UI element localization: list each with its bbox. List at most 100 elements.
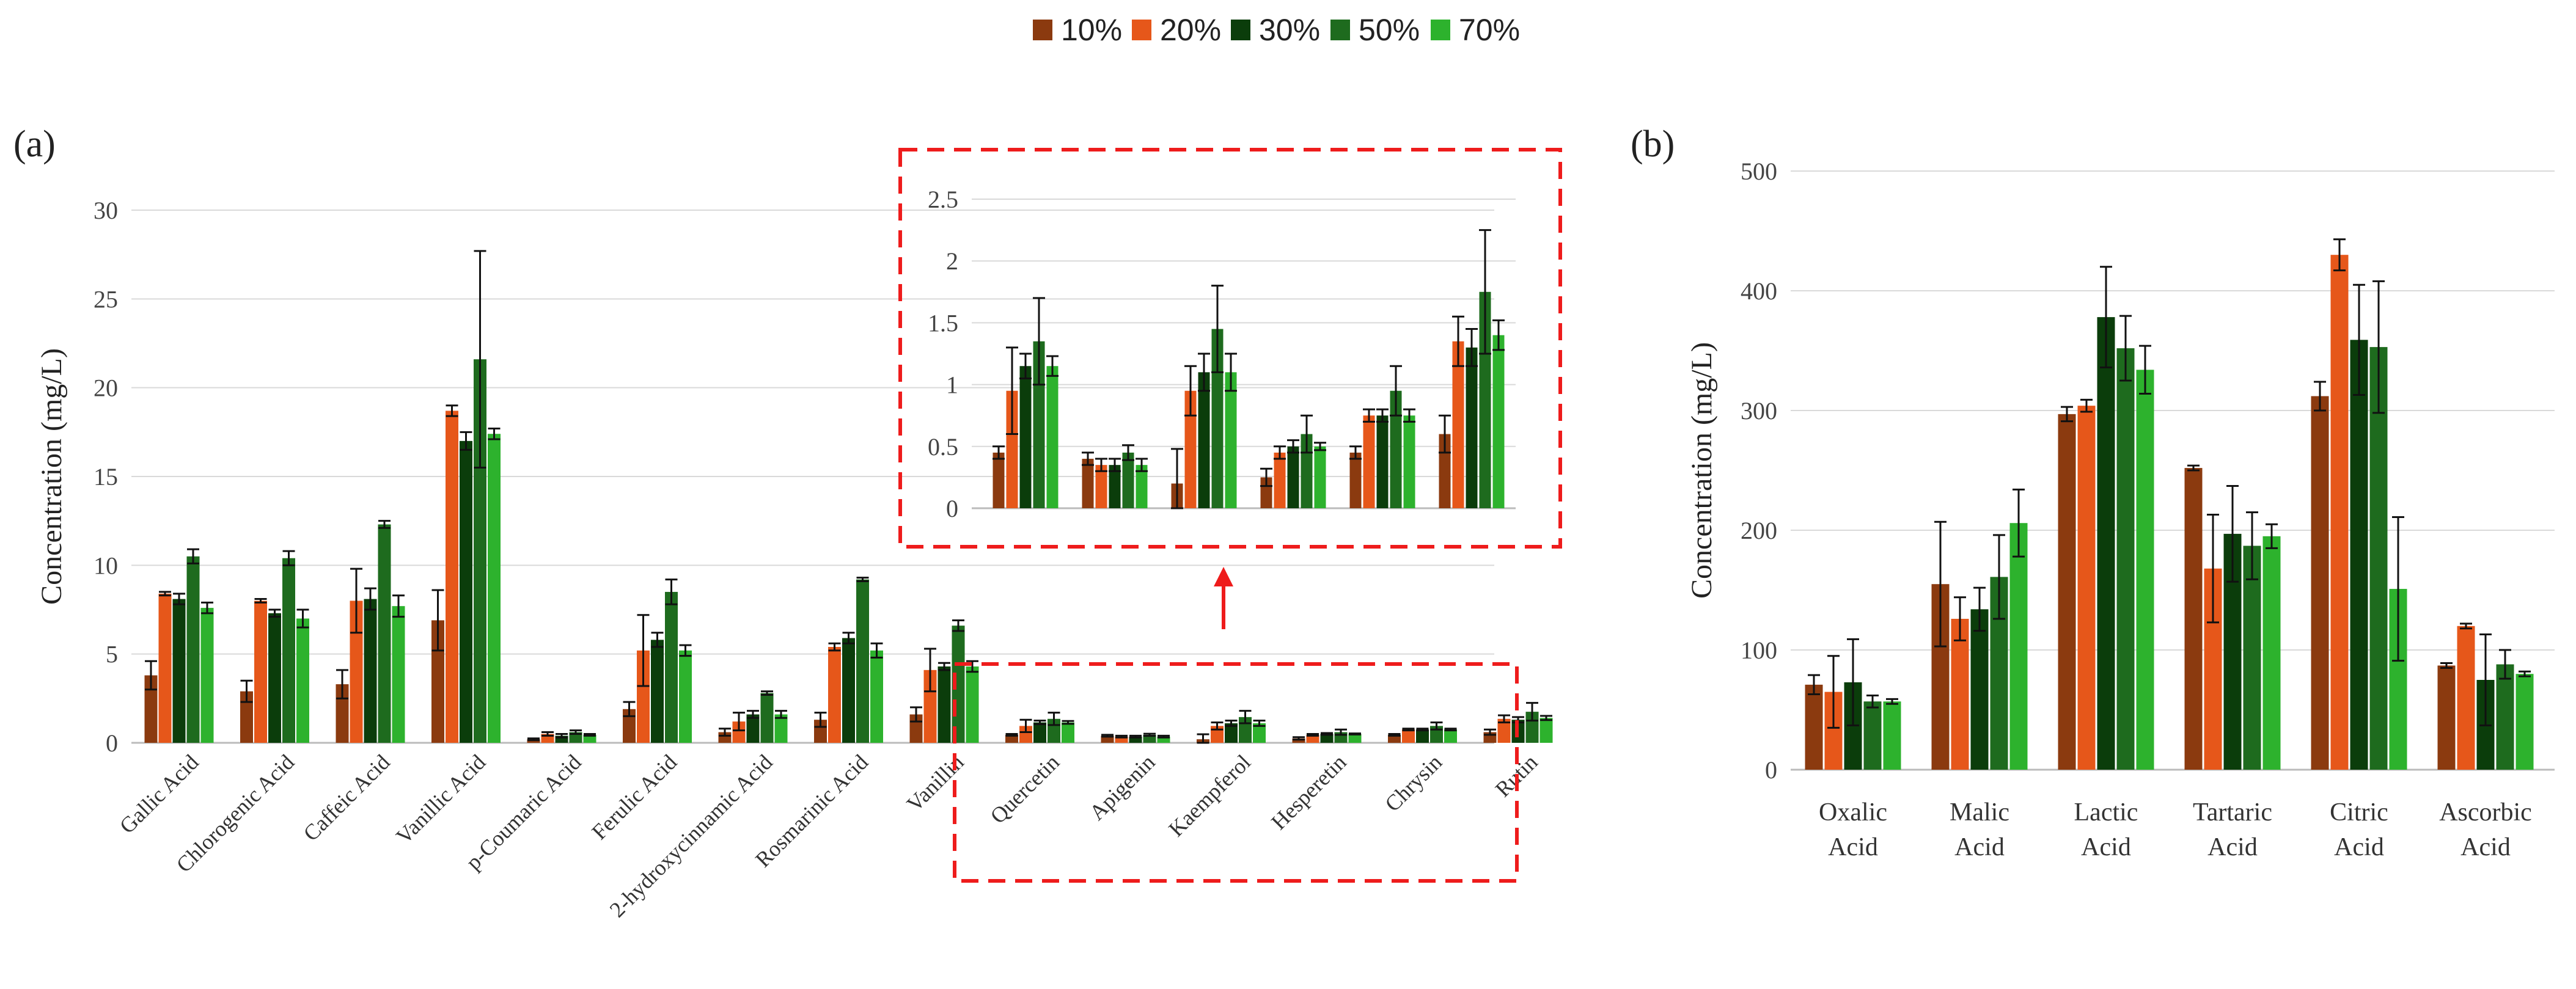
a-bar-7-3 bbox=[856, 579, 869, 743]
a-bar-3-3 bbox=[474, 359, 486, 743]
b-category-label-4-line2: Acid bbox=[2334, 833, 2384, 861]
b-category-label-2-line1: Lactic bbox=[2074, 798, 2138, 827]
a-bar-10-0 bbox=[1101, 735, 1114, 743]
a-ytick-2: 10 bbox=[94, 552, 118, 579]
a-ytick-6: 30 bbox=[94, 197, 118, 224]
inset-bar-13-4 bbox=[1403, 415, 1415, 508]
a-ytick-3: 15 bbox=[94, 463, 118, 491]
b-bar-2-3 bbox=[2116, 348, 2135, 770]
a-bar-0-1 bbox=[158, 593, 172, 743]
inset-ytick-2: 1 bbox=[946, 371, 958, 399]
b-bar-4-3 bbox=[2369, 347, 2388, 770]
inset-bar-14-1 bbox=[1452, 341, 1464, 508]
a-bar-1-1 bbox=[254, 600, 267, 743]
callout-arrow-head bbox=[1214, 567, 1233, 586]
a-bar-3-4 bbox=[488, 434, 501, 743]
b-category-label-2-line2: Acid bbox=[2081, 833, 2131, 861]
b-category-label-0-line2: Acid bbox=[1828, 833, 1878, 861]
inset-bar-12-2 bbox=[1287, 446, 1299, 508]
a-bar-9-1 bbox=[1019, 726, 1032, 743]
inset-bar-10-0 bbox=[1082, 459, 1094, 508]
b-bar-0-4 bbox=[1883, 701, 1901, 770]
b-ytick-0: 0 bbox=[1765, 756, 1777, 784]
b-bar-2-0 bbox=[2058, 414, 2076, 770]
inset-bar-9-4 bbox=[1046, 366, 1059, 508]
inset-bar-12-1 bbox=[1274, 452, 1286, 508]
a-bar-1-0 bbox=[240, 691, 253, 743]
b-bar-1-2 bbox=[1970, 609, 1989, 770]
a-bar-6-4 bbox=[774, 714, 788, 743]
a-ytick-0: 0 bbox=[106, 729, 118, 757]
inset-bar-11-2 bbox=[1198, 372, 1210, 508]
a-bar-2-3 bbox=[378, 524, 391, 743]
inset-bar-10-1 bbox=[1095, 465, 1107, 508]
a-bar-5-4 bbox=[679, 650, 692, 743]
a-bar-11-4 bbox=[1253, 723, 1266, 743]
legend-label-2: 30% bbox=[1259, 13, 1320, 47]
b-category-label-1-line2: Acid bbox=[1954, 833, 2005, 861]
a-bar-14-3 bbox=[1525, 712, 1539, 743]
b-bar-4-2 bbox=[2350, 340, 2368, 770]
b-bar-3-0 bbox=[2184, 468, 2203, 770]
highlight-frame bbox=[953, 662, 1519, 883]
inset-bar-13-3 bbox=[1390, 390, 1402, 508]
inset-bar-9-2 bbox=[1019, 366, 1032, 508]
b-category-label-5-line1: Ascorbic bbox=[2439, 798, 2532, 827]
b-bar-1-1 bbox=[1951, 619, 1969, 770]
b-bar-3-4 bbox=[2262, 536, 2281, 770]
a-ytick-4: 20 bbox=[94, 374, 118, 402]
inset-frame bbox=[898, 148, 1562, 549]
a-bar-7-2 bbox=[842, 638, 855, 743]
inset-bar-14-2 bbox=[1466, 347, 1478, 508]
b-bar-5-1 bbox=[2457, 626, 2475, 770]
inset-bar-9-0 bbox=[993, 452, 1005, 508]
legend-swatch-1 bbox=[1132, 20, 1151, 40]
b-category-label-5-line2: Acid bbox=[2460, 833, 2511, 861]
b-category-label-3-line1: Tartaric bbox=[2193, 798, 2272, 827]
a-bar-2-2 bbox=[364, 599, 377, 743]
a-bar-0-3 bbox=[186, 556, 200, 743]
panel-b-label: (b) bbox=[1631, 123, 1675, 165]
a-bar-12-4 bbox=[1348, 734, 1362, 743]
inset-bar-11-3 bbox=[1211, 329, 1224, 508]
b-ytick-2: 200 bbox=[1741, 517, 1777, 544]
inset-bar-12-0 bbox=[1260, 477, 1272, 508]
a-category-label-11: Kaempferol bbox=[1164, 750, 1255, 841]
inset-bar-12-4 bbox=[1314, 446, 1326, 508]
a-category-label-0: Gallic Acid bbox=[115, 750, 204, 838]
legend-swatch-3 bbox=[1330, 20, 1350, 40]
a-bar-9-2 bbox=[1033, 722, 1046, 743]
a-bar-0-2 bbox=[172, 599, 186, 743]
a-bar-8-2 bbox=[938, 666, 951, 743]
b-ytick-4: 400 bbox=[1741, 277, 1777, 305]
inset-bar-11-1 bbox=[1184, 390, 1197, 508]
b-y-axis-title: Concentration (mg/L) bbox=[1686, 342, 1718, 599]
a-ytick-5: 25 bbox=[94, 285, 118, 313]
a-bar-10-1 bbox=[1115, 736, 1128, 743]
a-bar-12-1 bbox=[1306, 734, 1319, 743]
b-bar-5-3 bbox=[2496, 664, 2514, 770]
a-bar-1-3 bbox=[282, 558, 295, 743]
a-bar-14-1 bbox=[1497, 718, 1511, 743]
a-bar-12-0 bbox=[1292, 738, 1305, 743]
a-bar-7-1 bbox=[828, 647, 841, 743]
a-bar-4-4 bbox=[583, 734, 596, 743]
inset-bar-10-2 bbox=[1109, 465, 1121, 508]
a-bar-6-3 bbox=[760, 693, 774, 743]
b-bar-5-0 bbox=[2437, 665, 2456, 770]
a-y-axis-title: Concentration (mg/L) bbox=[35, 348, 68, 605]
a-bar-7-4 bbox=[870, 650, 883, 743]
inset-ytick-4: 2 bbox=[946, 247, 958, 275]
a-bar-14-4 bbox=[1539, 718, 1553, 743]
a-bar-5-2 bbox=[651, 640, 664, 743]
a-bar-2-1 bbox=[350, 600, 363, 743]
a-bar-5-3 bbox=[665, 591, 678, 743]
a-bar-10-4 bbox=[1157, 736, 1170, 743]
a-category-label-13: Chrysin bbox=[1380, 750, 1447, 816]
a-category-label-3: Vanillic Acid bbox=[391, 750, 490, 848]
a-bar-1-2 bbox=[268, 613, 281, 743]
legend-label-0: 10% bbox=[1061, 13, 1122, 47]
b-bar-4-0 bbox=[2311, 396, 2329, 770]
inset-ytick-5: 2.5 bbox=[928, 186, 958, 213]
